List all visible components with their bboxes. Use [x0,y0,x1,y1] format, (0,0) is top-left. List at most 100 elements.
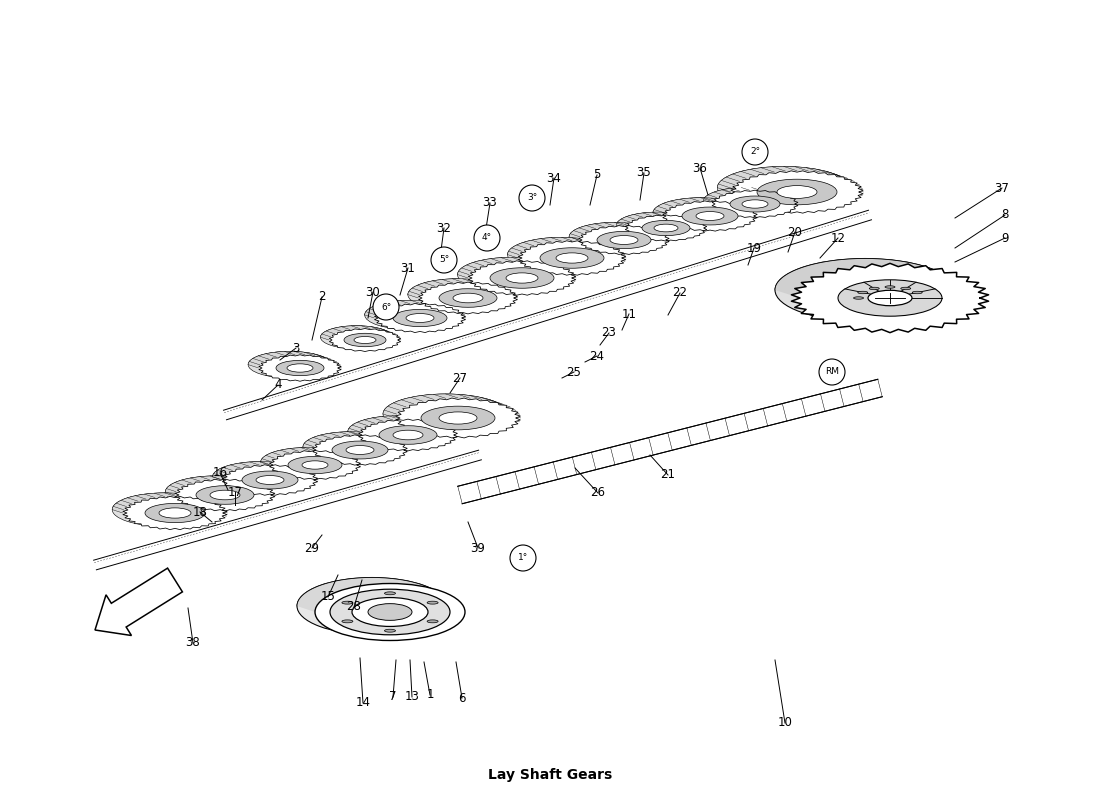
Ellipse shape [838,280,942,316]
Ellipse shape [212,462,308,492]
Ellipse shape [365,300,456,330]
Ellipse shape [160,508,191,518]
Polygon shape [95,568,183,635]
Text: 21: 21 [660,469,675,482]
Ellipse shape [408,278,507,310]
Ellipse shape [421,406,495,430]
Text: 5: 5 [593,169,601,182]
Polygon shape [270,450,361,480]
Text: 24: 24 [590,350,605,362]
Ellipse shape [112,493,217,526]
Text: 33: 33 [483,197,497,210]
Text: 29: 29 [305,542,319,554]
Ellipse shape [302,432,398,462]
Text: 3°: 3° [527,194,537,202]
Text: 30: 30 [365,286,381,298]
Text: 6: 6 [459,691,465,705]
Text: 7: 7 [389,690,397,703]
Text: 17: 17 [228,486,242,498]
Polygon shape [261,447,361,465]
Text: 26: 26 [591,486,605,499]
Ellipse shape [868,290,912,306]
Text: 32: 32 [437,222,451,234]
Ellipse shape [569,222,660,251]
Polygon shape [165,476,275,495]
Ellipse shape [276,360,324,376]
Ellipse shape [342,620,353,623]
Polygon shape [396,398,520,438]
Circle shape [474,225,500,251]
Ellipse shape [302,461,328,469]
Ellipse shape [242,471,298,489]
Polygon shape [348,416,458,435]
Ellipse shape [439,289,497,307]
Text: 1°: 1° [518,554,528,562]
Ellipse shape [642,220,690,236]
Polygon shape [791,263,989,333]
Text: 18: 18 [192,506,208,518]
Ellipse shape [776,258,955,322]
Ellipse shape [901,287,911,290]
Polygon shape [302,432,407,450]
Polygon shape [374,303,465,333]
Ellipse shape [742,200,768,208]
Polygon shape [776,258,980,298]
Text: 37: 37 [994,182,1010,194]
Ellipse shape [368,604,412,620]
Text: 2°: 2° [750,147,760,157]
Ellipse shape [556,253,588,263]
Polygon shape [730,171,864,213]
Ellipse shape [597,231,651,249]
Text: 31: 31 [400,262,416,274]
Polygon shape [625,215,706,241]
Ellipse shape [869,287,879,290]
Polygon shape [717,166,864,192]
Polygon shape [616,212,707,228]
Ellipse shape [717,166,850,209]
Text: 11: 11 [621,307,637,321]
Text: 9: 9 [1001,231,1009,245]
Ellipse shape [346,446,374,454]
Text: 6°: 6° [381,302,392,311]
Ellipse shape [256,475,284,485]
Text: 4: 4 [274,378,282,391]
Ellipse shape [610,235,638,245]
Text: 34: 34 [547,171,561,185]
Polygon shape [365,300,465,318]
Polygon shape [258,354,341,382]
Ellipse shape [287,364,314,372]
Polygon shape [469,261,575,295]
Polygon shape [507,238,626,258]
Ellipse shape [506,273,538,283]
Ellipse shape [439,412,477,424]
Ellipse shape [427,620,438,623]
Text: 13: 13 [405,690,419,703]
Polygon shape [458,258,576,278]
Ellipse shape [332,441,388,459]
Polygon shape [653,198,758,216]
Text: 2: 2 [318,290,326,303]
Ellipse shape [406,314,434,322]
Ellipse shape [912,291,922,294]
Ellipse shape [210,490,240,500]
Polygon shape [518,241,626,275]
Ellipse shape [696,211,724,221]
Ellipse shape [427,601,438,604]
Ellipse shape [249,351,331,378]
Ellipse shape [385,592,396,594]
Circle shape [373,294,399,320]
Ellipse shape [342,601,353,604]
Ellipse shape [703,187,790,215]
Text: 16: 16 [212,466,228,479]
Ellipse shape [261,447,352,477]
Ellipse shape [730,196,780,212]
Text: Lay Shaft Gears: Lay Shaft Gears [488,768,612,782]
Ellipse shape [854,297,864,299]
Text: 22: 22 [672,286,688,299]
Circle shape [519,185,544,211]
Circle shape [510,545,536,571]
Text: 14: 14 [355,697,371,710]
Text: 27: 27 [452,371,468,385]
Ellipse shape [393,430,424,440]
Text: 15: 15 [320,590,336,603]
